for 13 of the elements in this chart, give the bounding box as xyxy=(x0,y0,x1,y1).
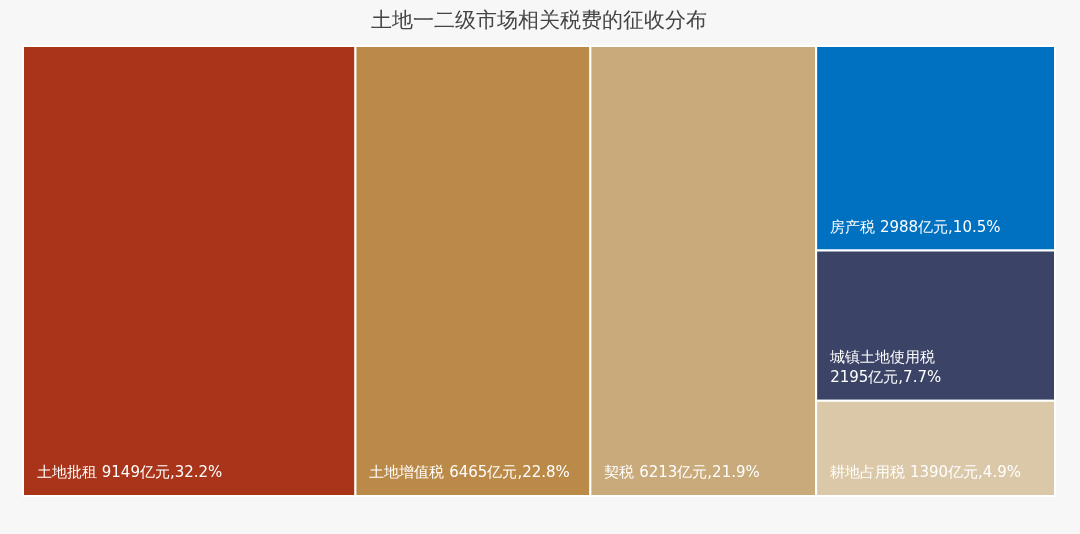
data-label: 6465亿元,22.8% xyxy=(449,463,570,481)
category-label: 耕地占用税 xyxy=(830,463,906,481)
category-label: 土地增值税 xyxy=(369,463,445,481)
category-label: 房产税 xyxy=(830,217,876,236)
category-label: 契税 xyxy=(604,463,635,481)
category-label: 土地批租 xyxy=(37,463,97,481)
data-label: 6213亿元,21.9% xyxy=(639,463,760,481)
data-label: 2988亿元,10.5% xyxy=(879,217,1001,236)
category-label: 城镇土地使用税 xyxy=(829,347,936,366)
data-label: 1390亿元,4.9% xyxy=(909,463,1021,481)
text: 土地一二级市场相关税费的征收分布 xyxy=(371,8,707,32)
data-label: 2195亿元,7.7% xyxy=(830,367,942,386)
data-label: 9149亿元,32.2% xyxy=(101,463,223,481)
